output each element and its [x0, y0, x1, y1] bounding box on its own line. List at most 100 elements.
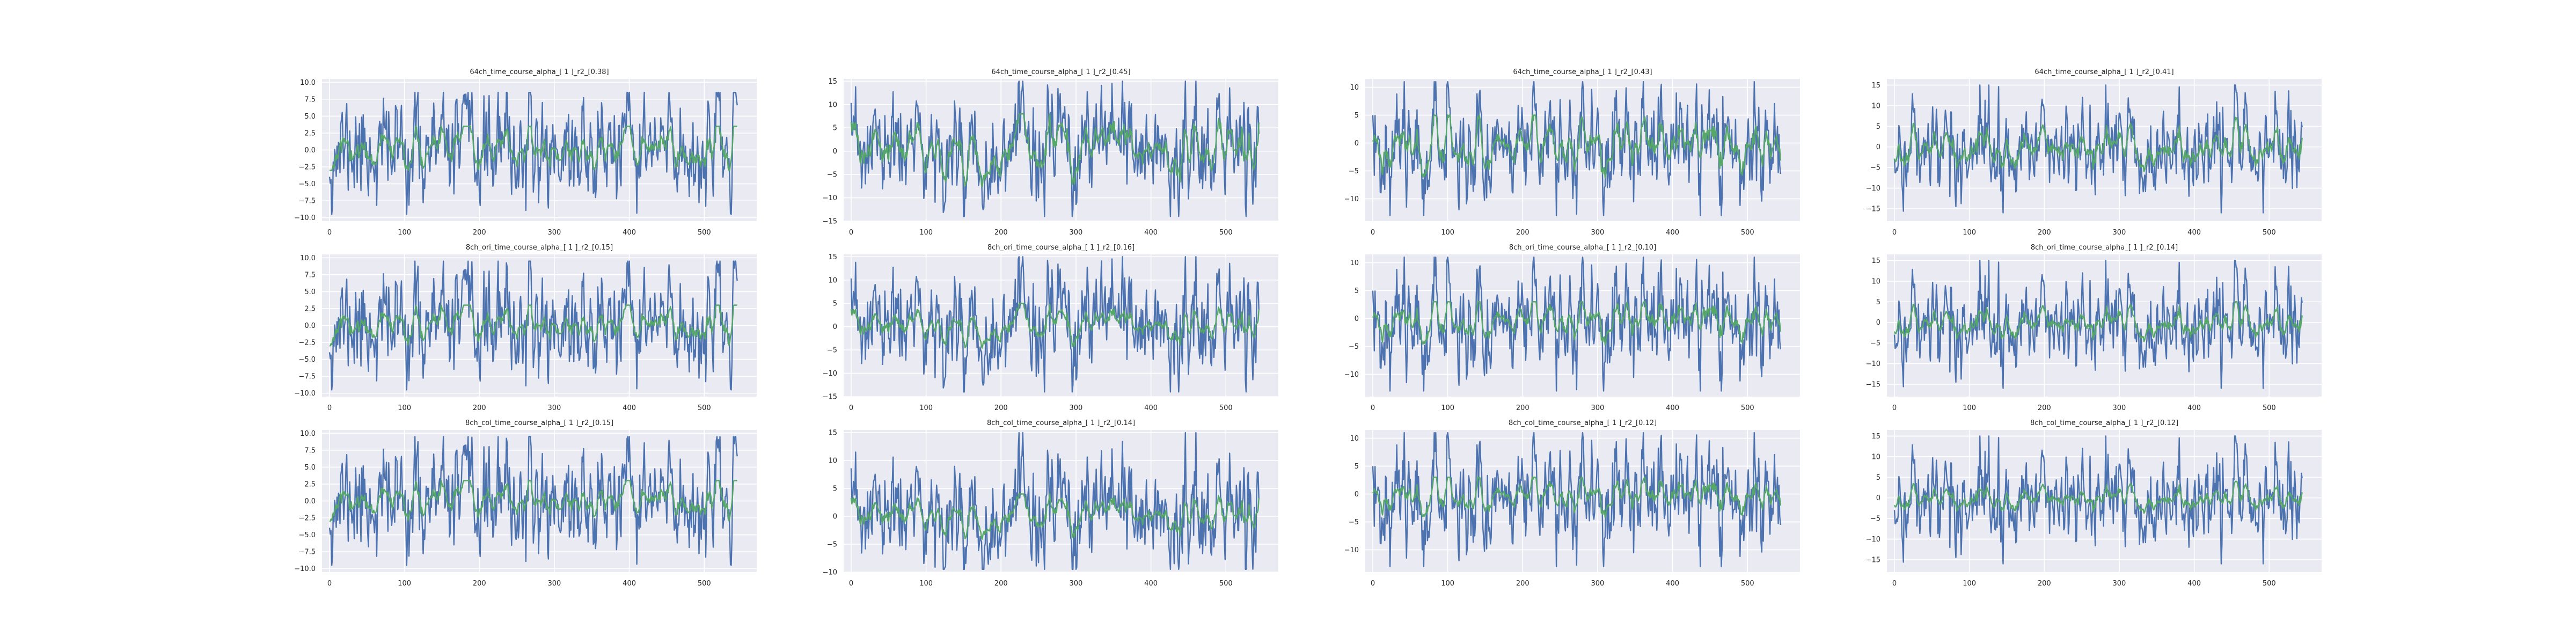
y-tick-label: 10 [828, 101, 837, 109]
x-tick-label: 300 [548, 404, 561, 412]
subplot-12: 0 100 200 300 400 500 −15 −10 −5 0 5 10 15 8ch_col_ti… [1866, 419, 2322, 588]
x-tick-label: 100 [919, 229, 933, 237]
y-tick-label: 15 [828, 78, 837, 86]
x-tick-label: 0 [327, 404, 332, 412]
chart-title: 8ch_col_time_course_alpha_[ 1 ]_r2_[0.15… [465, 419, 613, 427]
x-tick-label: 0 [1892, 580, 1897, 588]
x-tick-label: 300 [548, 580, 561, 588]
series-line-blue [328, 92, 738, 215]
x-tick-label: 500 [698, 404, 711, 412]
y-tick-label: −10.0 [294, 214, 316, 222]
y-tick-label: −10 [1344, 195, 1359, 203]
y-tick-label: −10 [1344, 371, 1359, 379]
y-tick-label: −15 [1866, 380, 1880, 389]
y-tick-label: 0 [1876, 494, 1880, 502]
y-tick-label: −2.5 [298, 515, 316, 523]
x-tick-label: 100 [1441, 580, 1454, 588]
y-tick-label: 10 [828, 457, 837, 465]
y-tick-label: −5.0 [298, 180, 316, 188]
x-tick-label: 200 [473, 404, 486, 412]
chart-title: 64ch_time_course_alpha_[ 1 ]_r2_[0.41] [2035, 68, 2174, 76]
x-tick-label: 100 [1441, 229, 1454, 237]
y-tick-label: 5.0 [304, 464, 316, 472]
series-line-blue [850, 432, 1260, 570]
x-tick-label: 300 [2113, 404, 2126, 412]
subplot-5: 0 100 200 300 400 500 −10.0 −7.5 −5.0 −2.5 0.0 2.5 5… [294, 244, 757, 412]
x-tick-label: 300 [2113, 229, 2126, 237]
x-tick-label: 300 [2113, 580, 2126, 588]
y-tick-label: 10 [1871, 453, 1880, 461]
y-tick-label: −5 [1870, 164, 1880, 172]
x-tick-label: 300 [1070, 580, 1083, 588]
y-tick-label: −7.5 [298, 373, 316, 381]
y-tick-label: 5 [1355, 463, 1359, 471]
y-tick-label: 10.0 [300, 430, 316, 438]
x-tick-label: 400 [623, 404, 636, 412]
series-line-green [850, 303, 1260, 349]
x-tick-label: 0 [327, 580, 332, 588]
y-tick-label: 10 [1350, 259, 1359, 267]
y-tick-label: 5 [833, 300, 837, 308]
subplot-7: 0 100 200 300 400 500 −10 −5 0 5 10 8ch_ori_time_co… [1344, 244, 1800, 412]
x-tick-label: 400 [1666, 229, 1679, 237]
x-tick-label: 500 [1741, 580, 1754, 588]
y-tick-label: 15 [1871, 433, 1880, 441]
series-line-blue [1893, 84, 2303, 214]
x-tick-label: 200 [1516, 580, 1529, 588]
subplot-1: 0 100 200 300 400 500 −10.0 −7.5 −5.0 −2.5 0.0 2.5 5… [294, 68, 757, 237]
y-tick-label: −15 [823, 393, 837, 401]
x-tick-label: 100 [398, 580, 411, 588]
y-tick-label: −10 [823, 194, 837, 202]
series-line-green [330, 126, 737, 171]
x-tick-label: 500 [2263, 229, 2276, 237]
y-tick-label: 5 [833, 125, 837, 133]
y-tick-label: 10 [1350, 435, 1359, 443]
x-tick-label: 200 [2038, 229, 2051, 237]
y-tick-label: 0 [833, 513, 837, 521]
y-tick-label: −5.0 [298, 531, 316, 539]
y-tick-label: 10 [1871, 102, 1880, 110]
y-tick-label: −7.5 [298, 197, 316, 206]
x-tick-label: 400 [2187, 404, 2201, 412]
x-tick-label: 0 [1371, 404, 1375, 412]
y-tick-label: −10 [1866, 536, 1880, 544]
chart-title: 8ch_ori_time_course_alpha_[ 1 ]_r2_[0.16… [987, 244, 1135, 252]
x-tick-label: 100 [1441, 404, 1454, 412]
series-line-green [1372, 477, 1781, 518]
series-line-green [850, 493, 1260, 540]
y-tick-label: −10 [1344, 546, 1359, 554]
x-tick-label: 500 [1219, 229, 1233, 237]
y-tick-label: 5 [1876, 474, 1880, 482]
series-line-green [1893, 116, 2303, 172]
x-tick-label: 100 [919, 580, 933, 588]
y-tick-label: 15 [1871, 257, 1880, 265]
chart-title: 8ch_col_time_course_alpha_[ 1 ]_r2_[0.12… [2030, 419, 2178, 427]
x-tick-label: 200 [2038, 404, 2051, 412]
x-tick-label: 400 [2187, 580, 2201, 588]
y-tick-label: 0 [1355, 315, 1359, 323]
chart-title: 8ch_col_time_course_alpha_[ 1 ]_r2_[0.12… [1509, 419, 1657, 427]
y-tick-label: −10 [823, 569, 837, 577]
y-tick-label: 0.0 [304, 497, 316, 506]
x-tick-label: 0 [849, 580, 853, 588]
chart-title: 8ch_ori_time_course_alpha_[ 1 ]_r2_[0.10… [1509, 244, 1656, 252]
chart-title: 64ch_time_course_alpha_[ 1 ]_r2_[0.43] [1513, 68, 1652, 76]
y-tick-label: −10 [1866, 185, 1880, 193]
x-tick-label: 0 [1371, 580, 1375, 588]
y-tick-label: 5.0 [304, 113, 316, 121]
y-tick-label: 10 [1871, 277, 1880, 286]
y-tick-label: 0 [1355, 491, 1359, 499]
y-tick-label: 15 [828, 253, 837, 261]
x-tick-label: 100 [1963, 580, 1976, 588]
y-tick-label: −15 [1866, 205, 1880, 213]
x-tick-label: 400 [623, 229, 636, 237]
y-tick-label: 5 [1876, 298, 1880, 306]
y-tick-label: 15 [1871, 82, 1880, 90]
y-tick-label: 0 [1355, 140, 1359, 148]
y-tick-label: 5 [1355, 112, 1359, 120]
y-tick-label: −5 [1349, 167, 1359, 175]
chart-title: 8ch_col_time_course_alpha_[ 1 ]_r2_[0.14… [987, 419, 1135, 427]
y-tick-label: 0 [833, 323, 837, 331]
x-tick-label: 200 [1516, 229, 1529, 237]
